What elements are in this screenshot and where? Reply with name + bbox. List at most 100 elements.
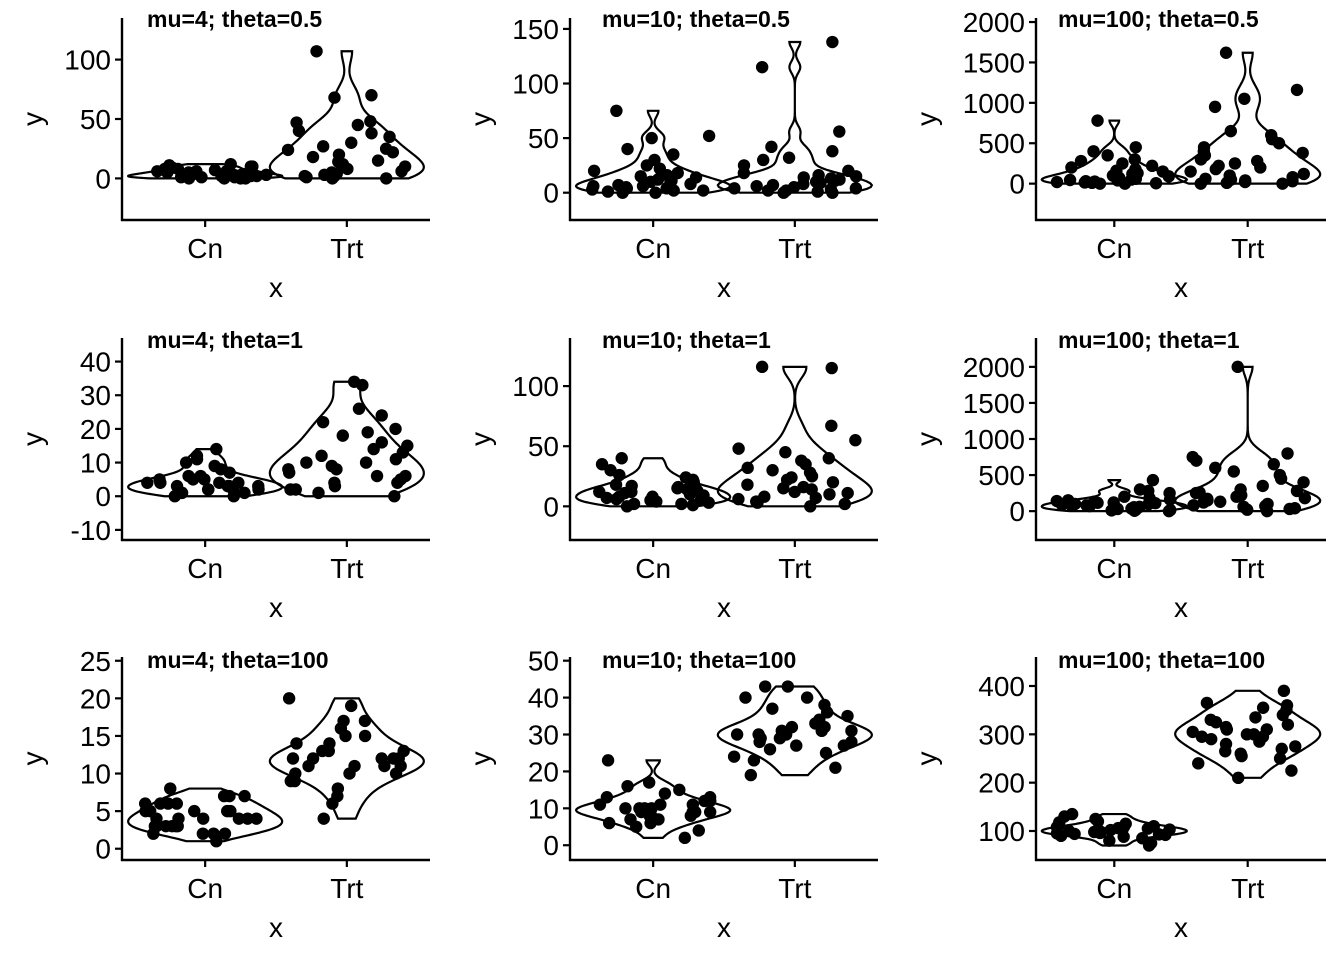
x-axis-title: x [717,272,731,303]
data-point [823,488,836,501]
data-point [624,813,637,826]
data-point [361,426,374,439]
y-tick-label: 100 [512,371,559,402]
data-point [316,415,330,429]
data-point [825,361,838,375]
data-point [595,458,609,471]
data-point [345,136,358,149]
y-tick-label: 0 [543,830,559,861]
data-point [1089,812,1102,826]
data-point [358,714,372,728]
data-point [747,754,761,767]
x-tick-label-cn: Cn [187,233,223,264]
data-point [779,446,792,459]
y-axis-title: y [465,432,496,446]
y-tick-label: 400 [978,671,1025,702]
data-point [328,91,341,104]
data-point [732,442,745,455]
data-point [1249,711,1262,724]
data-point [1184,165,1197,178]
data-point [1142,498,1155,511]
data-point [790,739,803,752]
y-tick-label: 1000 [963,424,1025,455]
data-point [1088,175,1101,188]
data-point [391,476,404,489]
data-point [161,797,175,810]
y-tick-label: 40 [528,683,559,714]
x-tick-label-trt: Trt [1231,233,1264,264]
violin-cn [1040,119,1189,185]
data-point [825,419,838,432]
data-point [348,375,361,388]
data-point [232,812,246,825]
panel-title: mu=10; theta=100 [602,647,796,673]
data-point [388,490,401,503]
data-point [358,729,372,743]
data-point [703,805,717,819]
data-point [1118,490,1131,503]
data-point [665,174,678,187]
data-point [703,791,717,804]
x-axis-title: x [269,592,283,623]
data-point [186,473,200,486]
y-tick-label: -10 [71,515,111,546]
y-tick-label: 500 [978,128,1025,159]
data-point [730,728,744,741]
data-point [609,478,623,491]
data-point [1131,166,1144,180]
data-point [1192,757,1205,770]
data-point [1283,502,1296,516]
data-point [1256,479,1269,493]
y-tick-label: 100 [512,69,559,100]
violin-trt [716,365,873,508]
data-point [171,162,185,176]
data-point [795,454,808,467]
data-point [727,750,741,763]
data-point [1146,473,1160,487]
data-point [306,752,320,765]
data-point [164,782,177,795]
x-tick-label-trt: Trt [1231,553,1264,584]
data-point [692,824,705,837]
data-point [217,789,231,803]
data-point [207,827,220,840]
x-tick-label-trt: Trt [778,553,811,584]
data-point [306,150,320,164]
data-point [317,812,330,825]
x-axis-title: x [269,272,283,303]
data-point [289,767,302,780]
data-point [757,153,770,167]
y-tick-label: 300 [978,719,1025,750]
data-point [213,476,226,489]
data-point [1256,701,1270,714]
data-point [244,160,258,173]
data-point [741,478,754,491]
y-axis-title: y [465,112,496,126]
data-point [1219,737,1233,751]
data-point [824,172,838,185]
panel-8: 0 10 20 30 40 50 Cn Trt x y mu=10; theta=100 [465,646,878,943]
data-point [1195,730,1209,743]
data-point [238,789,251,803]
data-point [397,744,410,758]
y-tick-label: 2000 [963,7,1025,38]
data-point [752,728,765,741]
data-point [826,145,839,158]
data-point [744,768,758,782]
data-point [282,692,296,705]
data-point [383,130,396,144]
data-point [587,179,600,193]
data-point [196,812,210,825]
data-point [1187,499,1200,512]
data-point [741,461,754,475]
y-tick-label: 0 [1009,169,1025,200]
data-point [751,496,764,509]
y-axis-title: y [911,112,942,126]
data-point [1247,728,1261,741]
data-point [286,752,300,765]
data-point [208,163,222,177]
data-point [281,143,295,157]
data-point [1290,83,1304,97]
data-point [1259,499,1272,513]
data-point [849,434,862,447]
